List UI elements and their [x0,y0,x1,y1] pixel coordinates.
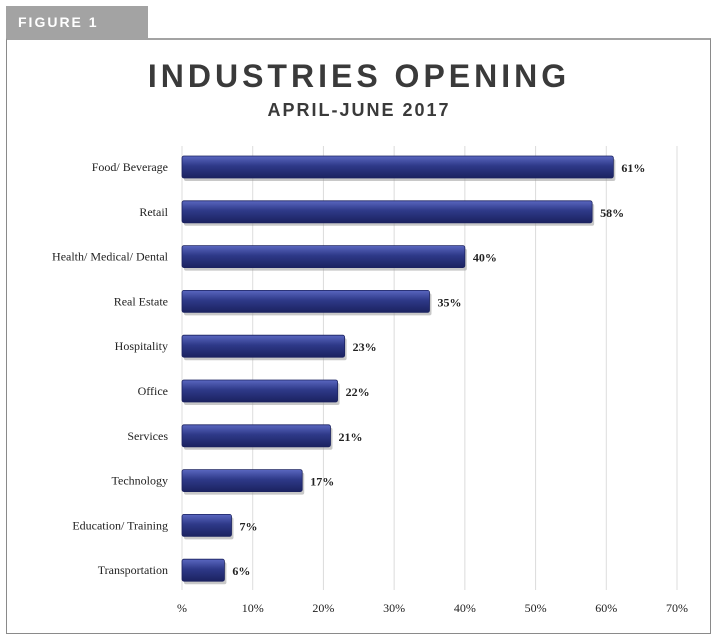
x-tick-label: 60% [595,601,617,615]
labels: % 10% 20% 30% 40% 50% 60% 70% Food/ Beverage 61% R… [52,160,688,615]
x-tick-label: 50% [525,601,547,615]
category-label: Transportation [98,563,168,577]
figure-label: FIGURE 1 [6,6,148,38]
value-label: 23% [353,340,377,354]
chart-subtitle: APRIL-JUNE 2017 [267,100,451,120]
chart-title: INDUSTRIES OPENING [147,58,571,94]
x-tick-label: 40% [454,601,476,615]
category-label: Hospitality [115,339,168,353]
category-label: Retail [139,205,168,219]
value-label: 35% [438,295,462,309]
bar [181,514,232,537]
figure-frame [6,38,711,634]
value-label: 22% [346,385,370,399]
x-tick-label: 70% [666,601,688,615]
category-label: Food/ Beverage [92,160,168,174]
bar [181,424,331,448]
bar [181,469,303,493]
x-tick-label: % [177,601,187,615]
category-label: Services [127,429,168,443]
value-label: 7% [240,519,258,533]
value-label: 17% [310,475,334,489]
bar [181,558,225,582]
value-label: 61% [621,161,645,175]
x-tick-label: 30% [383,601,405,615]
bar [181,155,614,179]
category-label: Health/ Medical/ Dental [52,250,169,264]
category-label: Real Estate [114,294,168,308]
value-label: 40% [473,251,497,265]
category-label: Technology [112,474,168,488]
bar [181,245,466,269]
value-label: 6% [232,564,250,578]
bar [181,379,338,403]
value-label: 58% [600,206,624,220]
category-label: Office [138,384,168,398]
category-label: Education/ Training [72,518,168,532]
bars [181,155,616,585]
bar [181,334,346,358]
bar [181,289,430,313]
x-tick-label: 20% [312,601,334,615]
x-tick-label: 10% [242,601,264,615]
value-label: 21% [339,430,363,444]
bar [181,200,593,224]
